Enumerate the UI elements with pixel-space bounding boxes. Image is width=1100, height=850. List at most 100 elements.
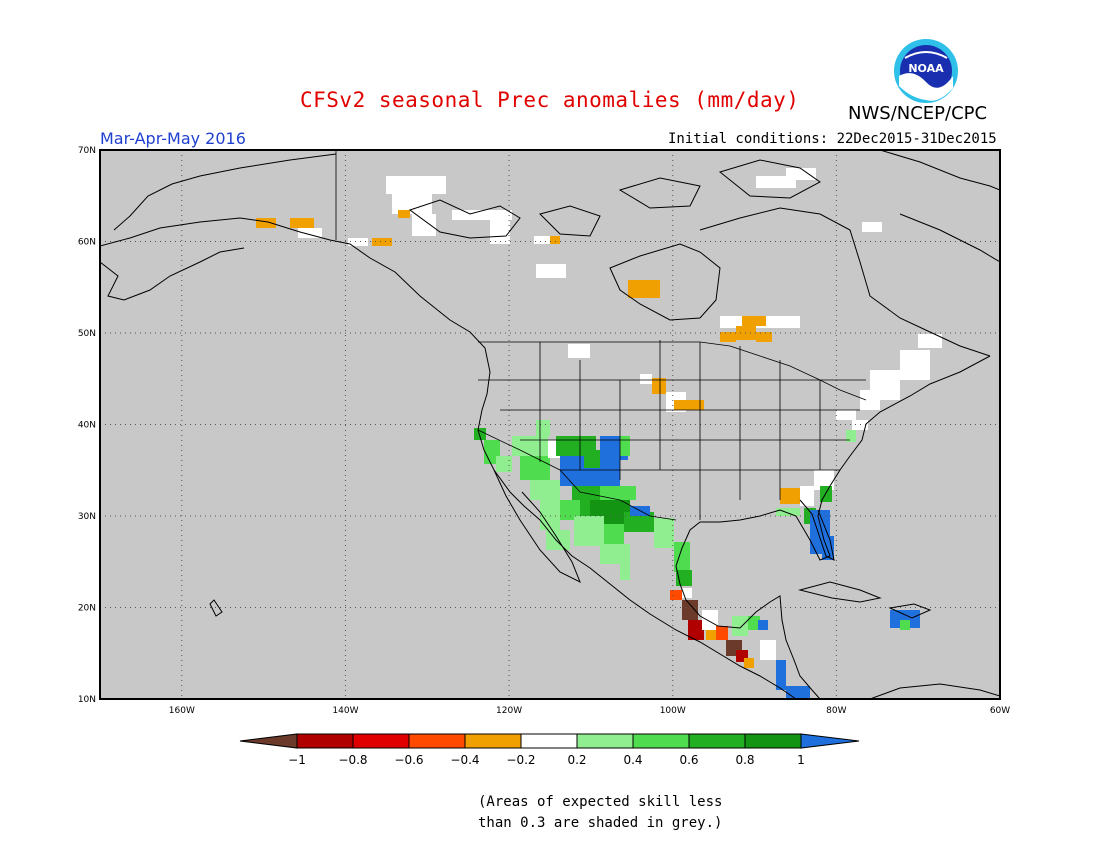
lat-lon-grid <box>100 150 1000 699</box>
colorbar-segment <box>352 733 410 749</box>
anomaly-cell <box>600 486 636 500</box>
anomaly-cell <box>702 610 718 630</box>
anomaly-cell <box>786 168 816 180</box>
y-tick-label: 20N <box>78 604 96 614</box>
anomaly-cell <box>918 334 942 348</box>
y-tick-label: 50N <box>78 329 96 339</box>
anomaly-cell <box>348 238 368 246</box>
anomaly-cell <box>744 658 754 668</box>
noaa-logo: NOAA <box>894 39 958 103</box>
colorbar-segment <box>464 733 522 749</box>
anomaly-cell <box>890 610 920 628</box>
colorbar-label: −0.2 <box>506 753 535 767</box>
colorbar-left-arrow <box>239 733 298 749</box>
colorbar-label: −0.4 <box>450 753 479 767</box>
anomaly-cell <box>720 332 736 342</box>
chart-title: CFSv2 seasonal Prec anomalies (mm/day) <box>300 88 800 112</box>
anomaly-cell <box>256 218 276 228</box>
colorbar-segment <box>744 733 802 749</box>
anomaly-cell <box>534 236 550 244</box>
anomaly-cell <box>600 544 630 564</box>
season-label: Mar-Apr-May 2016 <box>100 129 246 148</box>
anomaly-cell <box>742 316 766 326</box>
anomaly-cell <box>654 518 674 548</box>
anomaly-cell <box>392 194 432 214</box>
x-tick-label: 80W <box>826 706 846 716</box>
anomaly-cell <box>800 486 814 506</box>
anomaly-cell <box>674 400 704 410</box>
agency-label: NWS/NCEP/CPC <box>848 103 988 124</box>
anomaly-cell <box>776 508 800 516</box>
anomaly-cell <box>512 436 548 456</box>
colorbar-segment <box>576 733 634 749</box>
anomaly-cell <box>760 640 776 660</box>
anomaly-cell <box>670 590 682 600</box>
anomaly-cell <box>604 524 624 544</box>
anomaly-cell <box>860 390 880 410</box>
anomaly-cell <box>900 620 910 630</box>
y-tick-label: 40N <box>78 421 96 431</box>
anomaly-cell <box>560 500 580 520</box>
anomaly-cell <box>452 210 512 220</box>
anomaly-cell <box>298 228 322 238</box>
anomaly-cell <box>780 488 800 504</box>
x-tick-label: 60W <box>990 706 1010 716</box>
y-tick-label: 70N <box>78 146 96 156</box>
anomaly-cell <box>640 374 652 384</box>
anomaly-cell <box>846 430 856 442</box>
anomaly-cell <box>776 660 786 690</box>
anomaly-cell <box>682 588 692 598</box>
y-tick-label: 10N <box>78 695 96 705</box>
x-tick-label: 100W <box>660 706 686 716</box>
colorbar-label: 0.2 <box>567 753 586 767</box>
anomaly-cell <box>584 450 600 468</box>
anomaly-cell <box>568 344 590 358</box>
map-layers <box>100 150 1000 699</box>
colorbar-segment <box>408 733 466 749</box>
anomaly-cell <box>756 332 772 342</box>
colorbar-segment <box>296 733 354 749</box>
colorbar-label: 0.6 <box>679 753 698 767</box>
anomaly-cell <box>620 436 630 456</box>
anomaly-cell <box>682 600 698 620</box>
anomaly-cell <box>398 210 410 218</box>
noaa-logo-text: NOAA <box>908 62 944 75</box>
y-tick-label: 60N <box>78 238 96 248</box>
anomaly-cell <box>674 542 690 572</box>
anomaly-cell <box>732 616 748 636</box>
x-tick-label: 140W <box>332 706 358 716</box>
colorbar-label: −1 <box>288 753 306 767</box>
x-tick-label: 120W <box>496 706 522 716</box>
anomaly-cell <box>412 214 436 236</box>
colorbar-segment <box>688 733 746 749</box>
anomaly-cell <box>836 410 856 420</box>
political-borders <box>335 150 867 521</box>
anomaly-cell <box>716 626 728 640</box>
anomaly-cell <box>386 176 446 194</box>
x-tick-label: 160W <box>169 706 195 716</box>
colorbar-segment <box>632 733 690 749</box>
colorbar: −1 −0.8 −0.6 −0.4 −0.2 0.2 0.4 0.6 0.8 1 <box>239 733 860 767</box>
anomaly-cell <box>372 238 392 246</box>
colorbar-label: −0.8 <box>338 753 367 767</box>
colorbar-label: −0.6 <box>394 753 423 767</box>
anomaly-cell <box>748 616 760 630</box>
anomaly-cell <box>706 630 716 640</box>
anomaly-cell <box>628 280 660 298</box>
anomaly-cell <box>550 236 560 244</box>
anomaly-cell <box>900 350 930 380</box>
anomaly-cell <box>496 456 512 472</box>
anomaly-cell <box>688 620 704 640</box>
coastlines <box>100 150 1000 699</box>
y-axis-ticks: 70N 60N 50N 40N 30N 20N 10N <box>78 146 96 705</box>
initial-conditions-label: Initial conditions: 22Dec2015-31Dec2015 <box>668 131 997 147</box>
anomaly-cell <box>620 560 630 580</box>
skill-note-line1: (Areas of expected skill less <box>478 794 723 810</box>
anomaly-cell <box>536 420 550 436</box>
y-tick-label: 30N <box>78 512 96 522</box>
anomaly-cell <box>530 480 560 500</box>
map-frame <box>99 149 1001 700</box>
anomaly-cell <box>624 512 654 532</box>
anomaly-cell <box>474 428 486 440</box>
